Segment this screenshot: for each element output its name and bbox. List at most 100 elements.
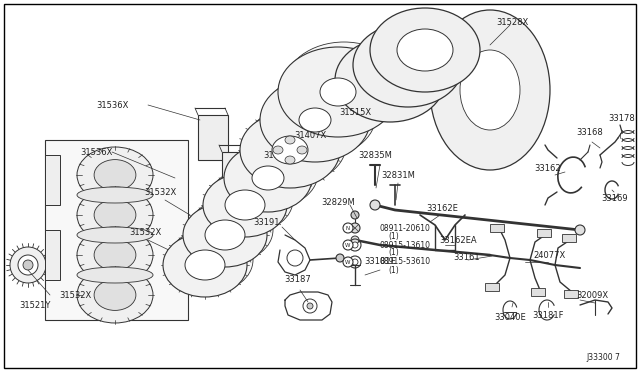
Ellipse shape bbox=[278, 47, 398, 137]
Bar bbox=[537, 229, 551, 237]
Text: 33161: 33161 bbox=[454, 253, 480, 263]
Bar bbox=[531, 288, 545, 296]
Ellipse shape bbox=[77, 227, 153, 283]
Text: 33162E: 33162E bbox=[426, 203, 458, 212]
Ellipse shape bbox=[362, 59, 418, 101]
Bar bbox=[222, 152, 250, 194]
Text: 31537X: 31537X bbox=[252, 173, 284, 183]
Text: 33178: 33178 bbox=[609, 113, 636, 122]
Text: N: N bbox=[346, 225, 350, 231]
Ellipse shape bbox=[77, 147, 153, 203]
Bar bbox=[45, 230, 60, 280]
Text: (1): (1) bbox=[388, 247, 399, 257]
Ellipse shape bbox=[320, 78, 356, 106]
Text: 31532X: 31532X bbox=[59, 291, 91, 299]
Ellipse shape bbox=[209, 168, 293, 232]
Text: 32829M: 32829M bbox=[321, 198, 355, 206]
Ellipse shape bbox=[285, 156, 295, 164]
Text: 08911-20610: 08911-20610 bbox=[380, 224, 431, 232]
Circle shape bbox=[351, 211, 359, 219]
Text: 31536X: 31536X bbox=[96, 100, 128, 109]
Text: 31528X: 31528X bbox=[496, 17, 528, 26]
Ellipse shape bbox=[94, 280, 136, 310]
Ellipse shape bbox=[335, 38, 445, 122]
Circle shape bbox=[343, 257, 353, 267]
Text: W: W bbox=[345, 243, 351, 247]
Ellipse shape bbox=[163, 233, 247, 297]
Text: 32009X: 32009X bbox=[576, 291, 608, 299]
Ellipse shape bbox=[297, 146, 307, 154]
Circle shape bbox=[18, 255, 38, 275]
Text: 33191: 33191 bbox=[253, 218, 280, 227]
Ellipse shape bbox=[169, 228, 253, 292]
Ellipse shape bbox=[185, 250, 225, 280]
Text: J33300 7: J33300 7 bbox=[586, 353, 620, 362]
Text: 33187: 33187 bbox=[285, 276, 312, 285]
Circle shape bbox=[287, 250, 303, 266]
Text: 31515X: 31515X bbox=[339, 108, 371, 116]
Text: 33168: 33168 bbox=[577, 128, 604, 137]
Circle shape bbox=[352, 259, 358, 265]
Circle shape bbox=[575, 225, 585, 235]
Text: 31536X: 31536X bbox=[80, 148, 112, 157]
Ellipse shape bbox=[205, 220, 245, 250]
Ellipse shape bbox=[284, 42, 404, 132]
Text: 33181F: 33181F bbox=[532, 311, 564, 321]
Circle shape bbox=[303, 299, 317, 313]
Circle shape bbox=[336, 254, 344, 262]
Text: (1): (1) bbox=[388, 266, 399, 275]
Circle shape bbox=[351, 236, 359, 244]
Text: 31521Y: 31521Y bbox=[19, 301, 51, 310]
Circle shape bbox=[370, 200, 380, 210]
Ellipse shape bbox=[460, 50, 520, 130]
Ellipse shape bbox=[77, 267, 153, 283]
Ellipse shape bbox=[225, 190, 265, 220]
Ellipse shape bbox=[266, 73, 376, 157]
Ellipse shape bbox=[397, 29, 453, 71]
Text: 32835M: 32835M bbox=[358, 151, 392, 160]
Ellipse shape bbox=[183, 203, 267, 267]
Text: (1): (1) bbox=[388, 231, 399, 241]
Ellipse shape bbox=[299, 108, 331, 132]
Ellipse shape bbox=[94, 160, 136, 190]
Ellipse shape bbox=[285, 136, 295, 144]
Circle shape bbox=[350, 223, 360, 233]
Text: 31532X: 31532X bbox=[129, 228, 161, 237]
Ellipse shape bbox=[272, 136, 308, 164]
Text: 33162EA: 33162EA bbox=[439, 235, 477, 244]
Bar bbox=[198, 115, 228, 160]
Text: 32831M: 32831M bbox=[381, 170, 415, 180]
Ellipse shape bbox=[260, 78, 370, 162]
Text: 33181E: 33181E bbox=[364, 257, 396, 266]
Text: 31532X: 31532X bbox=[144, 187, 176, 196]
Text: 33162: 33162 bbox=[534, 164, 561, 173]
Text: 31527X: 31527X bbox=[416, 17, 448, 26]
Bar bbox=[490, 224, 504, 232]
Ellipse shape bbox=[230, 139, 318, 207]
Circle shape bbox=[23, 260, 33, 270]
Ellipse shape bbox=[252, 166, 284, 190]
Ellipse shape bbox=[380, 44, 436, 86]
Circle shape bbox=[343, 223, 353, 233]
Ellipse shape bbox=[77, 187, 153, 203]
Text: 31519X: 31519X bbox=[263, 151, 295, 160]
Ellipse shape bbox=[224, 144, 312, 212]
Circle shape bbox=[10, 247, 46, 283]
Bar bbox=[485, 283, 499, 291]
Text: 31407X: 31407X bbox=[294, 131, 326, 140]
Ellipse shape bbox=[94, 240, 136, 270]
Ellipse shape bbox=[246, 107, 346, 183]
Text: 08915-13610: 08915-13610 bbox=[380, 241, 431, 250]
Ellipse shape bbox=[370, 8, 480, 92]
Ellipse shape bbox=[430, 10, 550, 170]
Circle shape bbox=[352, 242, 358, 248]
Ellipse shape bbox=[94, 200, 136, 230]
Text: 33040E: 33040E bbox=[494, 314, 526, 323]
Text: 33169: 33169 bbox=[602, 193, 628, 202]
Ellipse shape bbox=[77, 267, 153, 323]
Ellipse shape bbox=[353, 23, 463, 107]
Ellipse shape bbox=[189, 198, 273, 262]
Ellipse shape bbox=[273, 146, 283, 154]
Bar bbox=[45, 140, 188, 320]
Ellipse shape bbox=[77, 187, 153, 243]
